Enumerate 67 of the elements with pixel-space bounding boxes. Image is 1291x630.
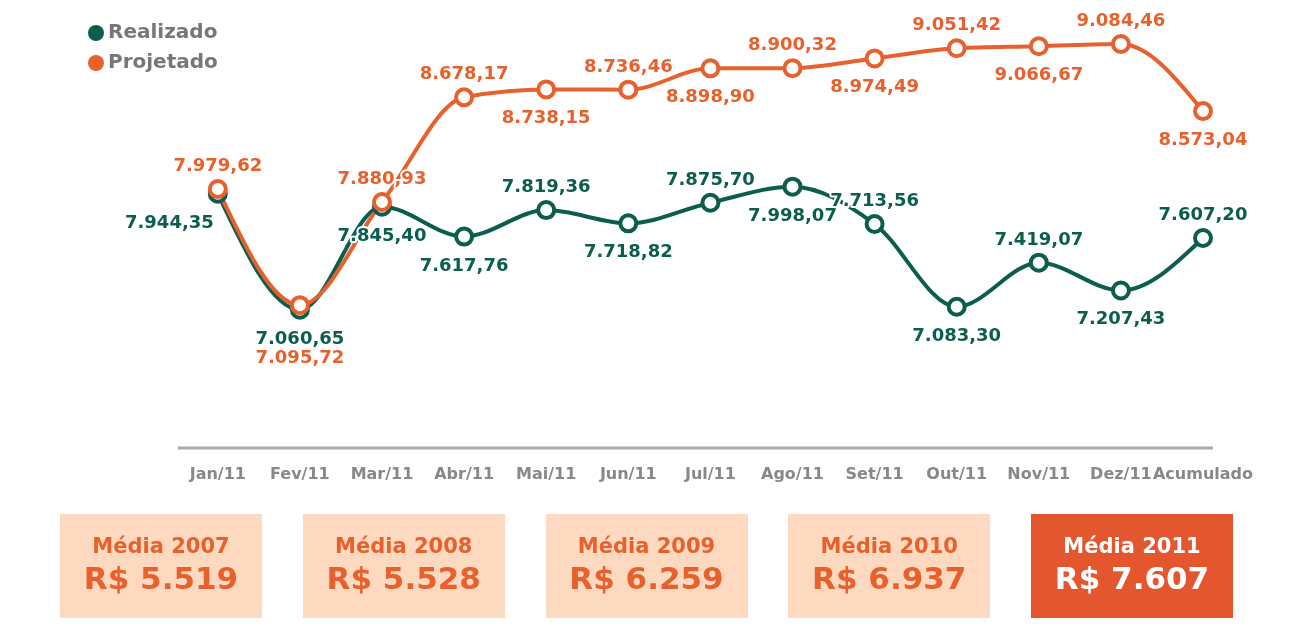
point [1028, 36, 1049, 57]
legend-label: Projetado [108, 49, 218, 73]
text: R$ 6.259 [568, 560, 725, 596]
text: Média 2009 [576, 534, 717, 558]
x-tick-label: Set/11 [845, 464, 904, 484]
x-tick-label: Fev/11 [270, 464, 330, 484]
point [536, 200, 557, 221]
point [700, 192, 721, 213]
point [946, 296, 967, 317]
data-label: 8.898,90 [665, 85, 755, 107]
point [618, 79, 639, 100]
point [782, 176, 803, 197]
data-label: 8.974,49 [830, 75, 920, 97]
text: Média 2007 [91, 534, 231, 558]
point [1193, 101, 1213, 122]
data-label: 8.738,15 [501, 106, 591, 128]
x-tick-label: Abr/11 [434, 464, 495, 484]
data-label: 8.900,32 [748, 33, 837, 55]
point [946, 38, 967, 59]
point [454, 226, 475, 247]
point [782, 58, 803, 79]
point [1193, 227, 1213, 248]
data-label: 7.095,72 [255, 346, 345, 368]
data-label: 7.979,62 [173, 154, 263, 176]
data-label: 7.718,82 [583, 240, 673, 262]
data-label: 7.083,30 [912, 323, 1002, 345]
text: Média 2010 [819, 534, 959, 558]
text: R$ 6.937 [811, 560, 968, 596]
x-tick-label: Nov/11 [1007, 464, 1071, 484]
data-label: 7.875,70 [665, 167, 755, 189]
data-label: 7.207,43 [1076, 307, 1166, 329]
x-tick-label: Mar/11 [350, 464, 414, 484]
point [536, 79, 557, 100]
point [864, 48, 885, 69]
x-tick-label: Acumulado [1152, 464, 1254, 484]
point [864, 214, 885, 235]
point [454, 87, 475, 108]
data-label: 8.573,04 [1158, 128, 1248, 150]
point [1110, 33, 1131, 54]
point [1028, 252, 1049, 273]
x-tick-label: Ago/11 [761, 464, 824, 484]
data-label: 9.051,42 [912, 13, 1002, 35]
legend-label: Realizado [108, 19, 218, 43]
text: Média 2008 [334, 534, 474, 558]
data-label: 9.066,67 [994, 63, 1084, 85]
point [700, 58, 721, 79]
data-label: 7.944,35 [124, 210, 214, 232]
text: Média 2011 [1062, 534, 1202, 558]
data-label: 7.819,36 [501, 175, 591, 197]
point [1110, 280, 1131, 301]
data-label: 7.060,65 [255, 326, 345, 348]
data-label: 8.736,46 [583, 54, 673, 76]
x-tick-label: Dez/11 [1090, 464, 1152, 484]
data-label: 7.607,20 [1158, 202, 1248, 224]
data-label: 8.678,17 [419, 62, 509, 84]
data-label: 9.084,46 [1076, 8, 1166, 30]
text: R$ 7.607 [1053, 560, 1211, 596]
x-tick-label: Jan/11 [188, 464, 246, 484]
data-label: 7.419,07 [994, 227, 1084, 249]
x-tick-label: Jul/11 [683, 464, 736, 484]
x-tick-label: Mai/11 [516, 464, 577, 484]
data-label: 7.617,76 [419, 253, 509, 275]
text: R$ 5.528 [325, 560, 482, 596]
x-tick-label: Out/11 [926, 464, 988, 484]
text: R$ 5.519 [82, 560, 240, 596]
point [618, 213, 639, 234]
x-tick-label: Jun/11 [598, 464, 657, 484]
